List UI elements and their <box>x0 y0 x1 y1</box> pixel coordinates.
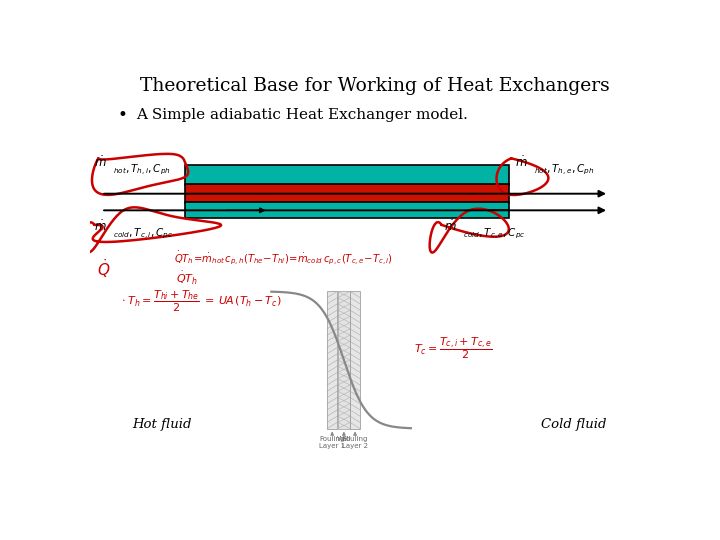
Text: $\dot{m}$: $\dot{m}$ <box>94 156 107 170</box>
Text: $\dot{Q}T_h\!=\!\dot{m}_{hot}\,c_{p,h}(T_{he}\!-\!T_{hi})\!=\!\dot{m}_{cold}\,c_: $\dot{Q}T_h\!=\!\dot{m}_{hot}\,c_{p,h}(T… <box>174 249 392 267</box>
Bar <box>338 292 350 429</box>
Bar <box>185 184 508 203</box>
Text: Hot fluid: Hot fluid <box>132 418 192 431</box>
Text: $\dot{Q}$: $\dot{Q}$ <box>96 257 110 280</box>
Bar <box>185 202 508 218</box>
Text: $_{hot},T_{h,e},C_{ph}$: $_{hot},T_{h,e},C_{ph}$ <box>534 163 594 177</box>
Text: A Simple adiabatic Heat Exchanger model.: A Simple adiabatic Heat Exchanger model. <box>136 107 467 122</box>
Text: $\dot{m}$: $\dot{m}$ <box>94 220 107 234</box>
Text: $\dot{m}$: $\dot{m}$ <box>444 220 457 234</box>
Bar <box>185 165 508 185</box>
Text: Cold fluid: Cold fluid <box>541 418 606 431</box>
Text: $T_c = \dfrac{T_{c,i}+T_{c,e}}{2}$: $T_c = \dfrac{T_{c,i}+T_{c,e}}{2}$ <box>414 335 492 361</box>
Bar <box>350 292 360 429</box>
Text: $\dot{m}$: $\dot{m}$ <box>516 156 528 170</box>
Bar <box>327 292 337 429</box>
Text: Wall: Wall <box>336 436 351 442</box>
Text: •: • <box>118 106 127 124</box>
Text: $\dot{Q}T_h$: $\dot{Q}T_h$ <box>176 271 199 287</box>
Text: Fouling
Layer 2: Fouling Layer 2 <box>342 436 368 449</box>
Text: $\cdot\; T_h = \dfrac{T_{hi}+T_{he}}{2}\;=\;U\!A\,(T_h - T_c)$: $\cdot\; T_h = \dfrac{T_{hi}+T_{he}}{2}\… <box>121 289 282 314</box>
Text: $_{cold},T_{c,e},C_{pc}$: $_{cold},T_{c,e},C_{pc}$ <box>463 227 526 241</box>
Text: Fouling
Layer 1: Fouling Layer 1 <box>319 436 345 449</box>
Text: Theoretical Base for Working of Heat Exchangers: Theoretical Base for Working of Heat Exc… <box>140 77 609 94</box>
Text: $_{cold},T_{c,i},C_{pc}$: $_{cold},T_{c,i},C_{pc}$ <box>114 227 174 241</box>
Text: $_{hot},T_{h,i},C_{ph}$: $_{hot},T_{h,i},C_{ph}$ <box>114 163 171 177</box>
